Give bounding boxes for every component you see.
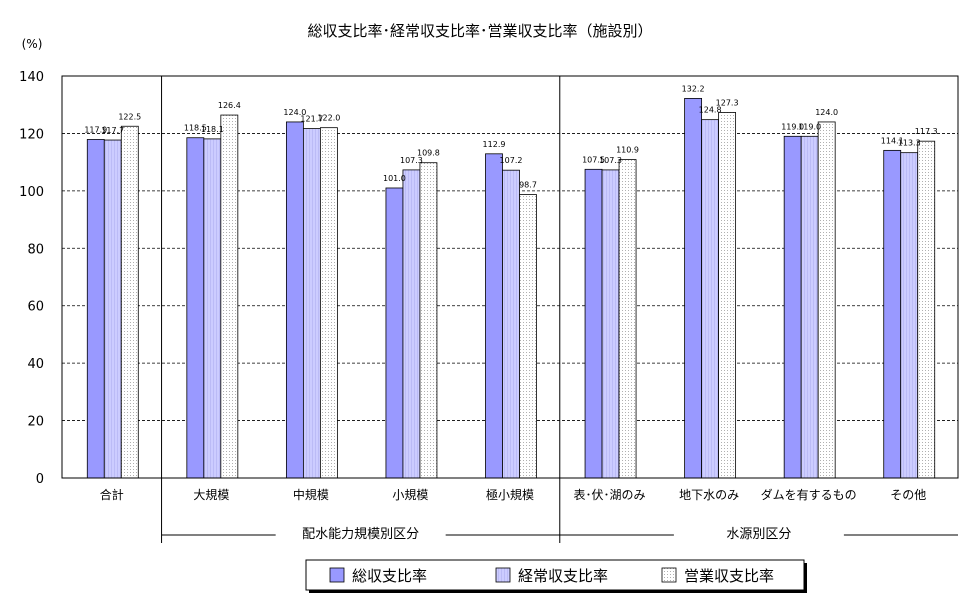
data-label: 117.3 <box>915 127 938 136</box>
data-label: 118.5 <box>184 124 207 133</box>
bar <box>120 125 139 479</box>
legend-swatch <box>495 567 511 583</box>
x-category-label: 合計 <box>100 487 124 502</box>
data-label: 98.7 <box>519 181 537 190</box>
data-label: 124.0 <box>815 108 838 117</box>
bar <box>817 121 836 479</box>
bar <box>385 187 404 479</box>
plot-frame <box>61 75 959 479</box>
bar <box>502 169 520 479</box>
x-category-label: 表･伏･湖のみ <box>574 487 646 502</box>
data-label: 122.5 <box>118 112 141 121</box>
legend-label: 経常収支比率 <box>518 567 608 585</box>
x-category-label: 極小規模 <box>486 487 534 502</box>
data-label: 107.5 <box>582 155 605 164</box>
data-label: 119.0 <box>798 122 821 131</box>
data-label: 113.3 <box>898 139 921 148</box>
data-label: 118.1 <box>201 125 224 134</box>
bar <box>203 138 222 479</box>
bar <box>701 119 720 479</box>
bar <box>883 149 902 479</box>
group-label: 配水能力規模別区分 <box>302 527 419 542</box>
bar <box>519 194 537 479</box>
bar <box>900 152 919 479</box>
y-tick-label: 40 <box>27 357 44 372</box>
data-label: 107.3 <box>599 156 622 165</box>
data-label: 117.7 <box>101 126 124 135</box>
data-label: 124.8 <box>699 106 722 115</box>
legend-box <box>305 559 805 591</box>
bar <box>601 169 620 479</box>
bar <box>584 168 603 479</box>
y-tick-label: 80 <box>27 242 44 257</box>
bar <box>285 121 304 479</box>
data-label: 117.9 <box>84 125 107 134</box>
bar <box>485 153 503 479</box>
y-tick-label: 140 <box>19 70 44 85</box>
bar <box>800 135 819 479</box>
data-label: 107.2 <box>500 156 523 165</box>
bar <box>419 162 438 479</box>
bar <box>917 140 936 479</box>
bar <box>86 139 105 479</box>
y-tick-label: 60 <box>27 300 44 315</box>
legend-swatch <box>329 567 345 583</box>
y-tick-label: 120 <box>19 127 44 142</box>
legend-label: 営業収支比率 <box>684 567 774 585</box>
data-label: 122.0 <box>317 114 340 123</box>
y-axis-unit: (%) <box>22 37 43 51</box>
bar <box>186 137 205 479</box>
bar <box>402 169 421 479</box>
data-label: 119.0 <box>781 122 804 131</box>
x-category-label: 大規模 <box>193 487 229 502</box>
bar <box>618 159 637 479</box>
bar <box>718 112 737 479</box>
bar <box>684 97 703 479</box>
group-label: 水源別区分 <box>726 527 791 542</box>
chart-title: 総収支比率･経常収支比率･営業収支比率（施設別） <box>307 22 652 40</box>
bar <box>220 114 239 479</box>
y-tick-label: 0 <box>36 472 44 487</box>
data-label: 127.3 <box>716 98 739 107</box>
data-label: 107.3 <box>400 156 423 165</box>
bar <box>783 135 802 479</box>
data-label: 109.8 <box>417 149 440 158</box>
y-tick-label: 20 <box>27 415 44 430</box>
bar <box>103 139 122 479</box>
bar <box>302 128 321 479</box>
data-label: 110.9 <box>616 146 639 155</box>
data-label: 114.1 <box>881 136 904 145</box>
x-category-label: 中規模 <box>293 487 329 502</box>
legend-label: 総収支比率 <box>352 567 427 585</box>
bar <box>319 127 338 479</box>
x-category-label: その他 <box>890 488 926 502</box>
y-tick-label: 100 <box>19 185 44 200</box>
data-label: 124.0 <box>283 108 306 117</box>
legend-swatch <box>661 567 677 583</box>
x-category-label: 小規模 <box>392 487 428 502</box>
data-label: 132.2 <box>682 84 705 93</box>
x-category-label: ダムを有するもの <box>761 487 857 502</box>
x-category-label: 地下水のみ <box>679 488 739 502</box>
data-label: 101.0 <box>383 174 406 183</box>
data-label: 126.4 <box>218 101 241 110</box>
data-label: 121.7 <box>300 115 323 124</box>
data-label: 112.9 <box>483 140 506 149</box>
